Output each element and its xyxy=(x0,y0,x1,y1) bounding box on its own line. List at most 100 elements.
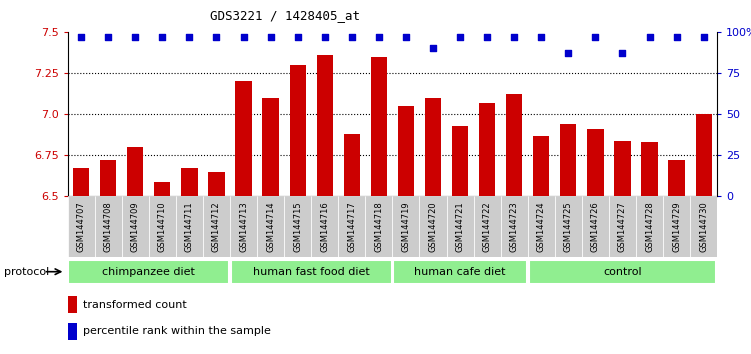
Bar xyxy=(231,260,391,284)
Text: GSM144724: GSM144724 xyxy=(537,201,546,252)
Bar xyxy=(317,55,333,196)
Bar xyxy=(533,136,550,196)
Bar xyxy=(394,260,527,284)
Bar xyxy=(641,142,658,196)
Text: GSM144710: GSM144710 xyxy=(158,201,167,252)
Point xyxy=(562,50,575,56)
Text: GDS3221 / 1428405_at: GDS3221 / 1428405_at xyxy=(210,9,360,22)
Point xyxy=(535,34,547,40)
Bar xyxy=(528,196,555,257)
Text: GSM144726: GSM144726 xyxy=(591,201,600,252)
Text: GSM144720: GSM144720 xyxy=(429,201,438,252)
Point xyxy=(644,34,656,40)
Bar xyxy=(501,196,528,257)
Text: GSM144717: GSM144717 xyxy=(347,201,356,252)
Text: GSM144712: GSM144712 xyxy=(212,201,221,252)
Bar xyxy=(68,260,229,284)
Point xyxy=(671,34,683,40)
Text: GSM144707: GSM144707 xyxy=(77,201,86,252)
Text: GSM144716: GSM144716 xyxy=(320,201,329,252)
Text: GSM144719: GSM144719 xyxy=(402,201,411,252)
Point xyxy=(264,34,276,40)
Bar xyxy=(181,169,198,196)
Text: GSM144711: GSM144711 xyxy=(185,201,194,252)
Point xyxy=(698,34,710,40)
Bar xyxy=(365,196,392,257)
Bar xyxy=(149,196,176,257)
Bar xyxy=(529,260,716,284)
Bar xyxy=(420,196,447,257)
Bar xyxy=(122,196,149,257)
Bar xyxy=(284,196,311,257)
Point xyxy=(400,34,412,40)
Point xyxy=(345,34,357,40)
Point xyxy=(454,34,466,40)
Bar xyxy=(230,196,257,257)
Bar xyxy=(695,114,712,196)
Bar xyxy=(338,196,365,257)
Point xyxy=(508,34,520,40)
Bar xyxy=(263,98,279,196)
Point xyxy=(291,34,303,40)
Bar xyxy=(154,182,170,196)
Bar xyxy=(668,160,685,196)
Bar xyxy=(398,106,414,196)
Bar xyxy=(392,196,420,257)
Bar xyxy=(560,124,577,196)
Text: GSM144730: GSM144730 xyxy=(699,201,708,252)
Bar xyxy=(609,196,636,257)
Bar xyxy=(452,126,468,196)
Bar xyxy=(425,98,441,196)
Text: transformed count: transformed count xyxy=(83,300,186,310)
Text: control: control xyxy=(603,267,642,277)
Bar xyxy=(371,57,387,196)
Bar xyxy=(690,196,717,257)
Point xyxy=(427,46,439,51)
Bar xyxy=(344,134,360,196)
Point xyxy=(372,34,385,40)
Point xyxy=(237,34,249,40)
Text: GSM144723: GSM144723 xyxy=(510,201,519,252)
Text: GSM144714: GSM144714 xyxy=(266,201,275,252)
Bar xyxy=(176,196,203,257)
Point xyxy=(590,34,602,40)
Bar xyxy=(235,81,252,196)
Bar xyxy=(100,160,116,196)
Point xyxy=(617,50,629,56)
Bar xyxy=(614,141,631,196)
Text: GSM144727: GSM144727 xyxy=(618,201,627,252)
Text: GSM144708: GSM144708 xyxy=(104,201,113,252)
Text: GSM144729: GSM144729 xyxy=(672,201,681,252)
Bar xyxy=(663,196,690,257)
Bar xyxy=(73,169,89,196)
Text: GSM144728: GSM144728 xyxy=(645,201,654,252)
Bar xyxy=(95,196,122,257)
Text: chimpanzee diet: chimpanzee diet xyxy=(102,267,195,277)
Text: GSM144721: GSM144721 xyxy=(456,201,465,252)
Text: percentile rank within the sample: percentile rank within the sample xyxy=(83,326,270,336)
Bar xyxy=(127,147,143,196)
Text: GSM144722: GSM144722 xyxy=(483,201,492,252)
Bar xyxy=(636,196,663,257)
Bar xyxy=(203,196,230,257)
Text: GSM144709: GSM144709 xyxy=(131,201,140,252)
Bar xyxy=(479,103,495,196)
Point xyxy=(183,34,195,40)
Text: protocol: protocol xyxy=(4,267,49,277)
Point xyxy=(75,34,87,40)
Point xyxy=(481,34,493,40)
Point xyxy=(129,34,141,40)
Text: GSM144725: GSM144725 xyxy=(564,201,573,252)
Point xyxy=(102,34,114,40)
Bar xyxy=(290,65,306,196)
Text: GSM144715: GSM144715 xyxy=(293,201,302,252)
Bar xyxy=(506,95,522,196)
Text: human cafe diet: human cafe diet xyxy=(415,267,506,277)
Bar xyxy=(257,196,284,257)
Point xyxy=(156,34,168,40)
Bar xyxy=(555,196,582,257)
Bar xyxy=(587,129,604,196)
Bar xyxy=(311,196,338,257)
Text: GSM144713: GSM144713 xyxy=(239,201,248,252)
Bar xyxy=(582,196,609,257)
